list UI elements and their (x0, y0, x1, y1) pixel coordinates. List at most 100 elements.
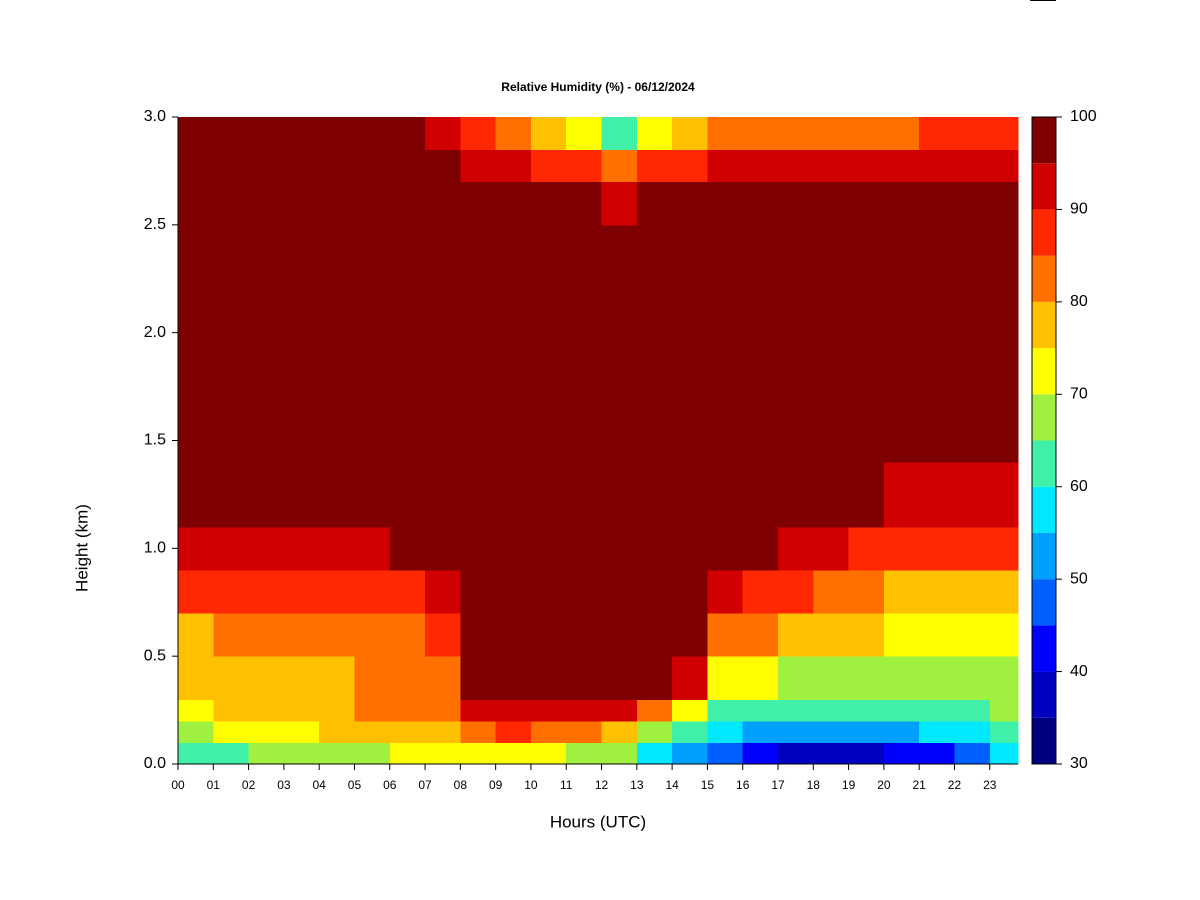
cell (672, 656, 708, 700)
cell (283, 613, 320, 657)
cell (672, 149, 708, 183)
cell (495, 613, 532, 657)
colorbar-tick-label: 60 (1070, 478, 1088, 495)
cell (672, 720, 708, 743)
cell (213, 613, 250, 657)
cell (283, 656, 320, 700)
x-tick-label: 22 (948, 778, 962, 792)
cell (248, 742, 285, 765)
cell (742, 526, 779, 571)
x-tick-label: 11 (560, 778, 573, 792)
cell (601, 720, 638, 743)
x-tick-label: 08 (454, 778, 468, 792)
cell (495, 224, 532, 463)
y-tick-label: 0.0 (144, 755, 166, 772)
cell (919, 656, 955, 700)
cell (707, 699, 744, 722)
cell (672, 613, 708, 657)
x-tick-label: 09 (489, 778, 503, 792)
cell (954, 224, 991, 463)
cell (460, 149, 497, 183)
cell (813, 149, 850, 183)
cell (319, 117, 355, 150)
cell (883, 656, 920, 700)
cell (778, 656, 814, 700)
colorbar-bin (1032, 486, 1056, 533)
cell (742, 181, 779, 226)
cell (813, 613, 850, 657)
cell (530, 613, 567, 657)
cell (283, 224, 320, 463)
cell (813, 526, 850, 571)
cell (813, 569, 850, 614)
colorbar-bin (1032, 209, 1056, 256)
colorbar-bin (1032, 579, 1056, 626)
cell (319, 526, 355, 571)
cell (636, 117, 673, 150)
cell (919, 720, 955, 743)
x-tick-label: 17 (771, 778, 785, 792)
cell (389, 117, 426, 150)
cell (319, 462, 355, 528)
cell (778, 699, 814, 722)
cell (954, 699, 991, 722)
cell (178, 149, 214, 183)
cell (848, 656, 885, 700)
cell (354, 526, 391, 571)
cell (178, 613, 214, 657)
y-tick-label: 3.0 (144, 108, 166, 125)
cell (636, 569, 673, 614)
cell (530, 224, 567, 463)
cell (460, 720, 497, 743)
cell (460, 224, 497, 463)
cell (813, 699, 850, 722)
cell (283, 117, 320, 150)
cell (213, 224, 250, 463)
chart-title: Relative Humidity (%) - 06/12/2024 (501, 80, 695, 94)
cell (601, 181, 638, 226)
cell (566, 569, 603, 614)
cell (354, 699, 391, 722)
colorbar-tick-label: 40 (1070, 663, 1088, 680)
cell (389, 526, 426, 571)
cell (283, 742, 320, 765)
cell (530, 462, 567, 528)
cell (672, 117, 708, 150)
cell (813, 462, 850, 528)
cell (883, 117, 920, 150)
colorbar-tick-label: 100 (1070, 108, 1097, 125)
cell (178, 656, 214, 700)
cell (742, 742, 779, 765)
cell (530, 149, 567, 183)
cell (742, 149, 779, 183)
cell (319, 149, 355, 183)
cell (989, 613, 1019, 657)
cell (248, 181, 285, 226)
y-tick-label: 2.5 (144, 216, 166, 233)
cell (354, 613, 391, 657)
cell (566, 181, 603, 226)
cell (460, 117, 497, 150)
cell (248, 656, 285, 700)
cell (954, 656, 991, 700)
cell (919, 742, 955, 765)
cell (707, 720, 744, 743)
cell (778, 181, 814, 226)
cell (778, 224, 814, 463)
cell (742, 720, 779, 743)
cell (989, 117, 1019, 150)
cell (248, 224, 285, 463)
cell (778, 526, 814, 571)
cell (319, 699, 355, 722)
cell (989, 742, 1019, 765)
cell (319, 181, 355, 226)
cell (389, 149, 426, 183)
cell (178, 720, 214, 743)
cell (566, 699, 603, 722)
cell (919, 224, 955, 463)
y-tick-label: 0.5 (144, 647, 166, 664)
cell (919, 699, 955, 722)
cell (530, 742, 567, 765)
cell (954, 569, 991, 614)
cell (213, 526, 250, 571)
